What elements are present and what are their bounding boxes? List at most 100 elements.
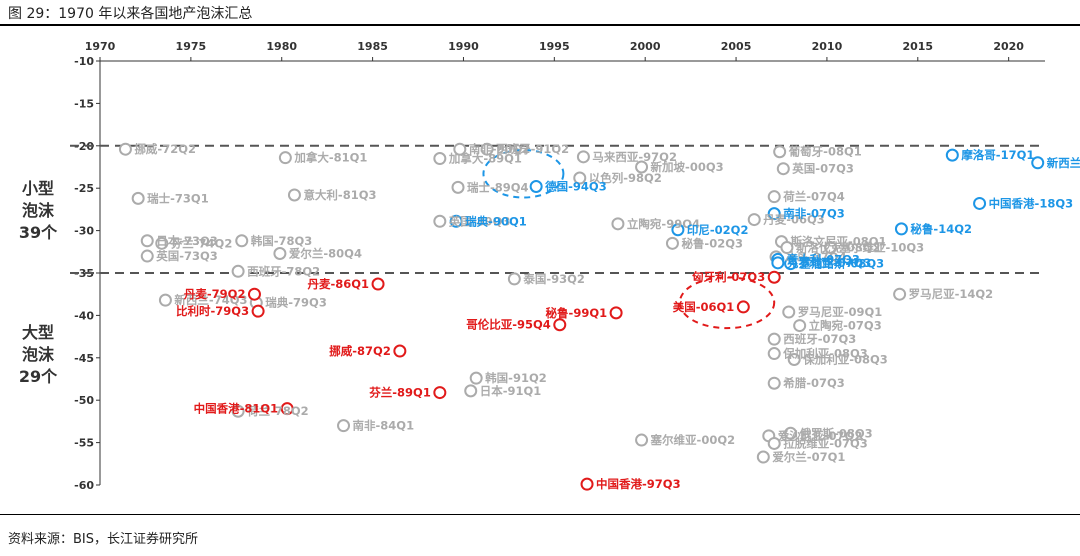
data-point: [736, 300, 750, 314]
data-label: 芬兰-74Q2: [170, 236, 233, 250]
data-point: [433, 152, 447, 166]
data-label: 葡萄牙-08Q1: [788, 145, 862, 159]
data-label: 比利时-79Q3: [176, 304, 249, 318]
data-point: [580, 477, 594, 491]
data-point: [451, 180, 465, 194]
y-tick-label: -15: [74, 97, 94, 110]
data-label: 爱尔兰-80Q4: [289, 246, 362, 260]
data-label: 加拿大-89Q1: [448, 152, 522, 166]
data-label: 瑞士-73Q1: [147, 191, 209, 205]
large-bubble-line-1: 大型: [21, 323, 54, 342]
data-label: 韩国-78Q3: [251, 234, 313, 248]
data-point: [635, 433, 649, 447]
data-label: 荷兰-07Q4: [782, 190, 845, 204]
data-label: 摩洛哥-17Q1: [961, 148, 1034, 162]
data-point: [155, 236, 169, 250]
data-point: [287, 188, 301, 202]
data-label: 英国-73Q3: [155, 249, 218, 263]
y-tick-label: -25: [74, 182, 94, 195]
data-point: [158, 293, 172, 307]
data-point: [771, 256, 785, 270]
data-label: 罗马尼亚-09Q1: [798, 305, 883, 319]
x-tick-label: 1980: [266, 40, 297, 53]
data-label: 日本-73Q3: [156, 234, 218, 248]
y-tick-label: -35: [74, 267, 94, 280]
data-label: 西班牙-78Q2: [247, 264, 320, 278]
data-label: 爱尔兰-07Q1: [772, 450, 845, 464]
data-label: 南非-84Q1: [353, 419, 415, 433]
data-label: 中国香港-81Q1: [194, 402, 279, 416]
data-label: 新西兰-21Q4: [1047, 156, 1080, 170]
data-point: [609, 306, 623, 320]
data-point: [371, 277, 385, 291]
data-point: [767, 436, 781, 450]
data-label: 冰岛-07Q4: [785, 250, 847, 264]
small-bubble-line-3: 39个: [18, 223, 58, 242]
data-label: 丹麦-86Q1: [307, 277, 369, 291]
data-point: [573, 171, 587, 185]
data-point: [973, 196, 987, 210]
point-layer: [118, 142, 1045, 491]
data-label: 加拿大-81Q1: [293, 151, 367, 165]
scatter-chart: 1970 1975 1980 1985 1990 1995 2000 2005 2010 2015…: [70, 40, 1080, 492]
data-label: 意大利-07Q3: [787, 252, 860, 266]
data-label: 韩国-91Q2: [485, 371, 547, 385]
data-point: [767, 347, 781, 361]
data-point: [780, 241, 794, 255]
data-label: 西班牙-91Q2: [496, 142, 569, 156]
data-point: [480, 142, 494, 156]
data-label: 克罗地亚-07Q3: [786, 256, 872, 270]
data-point: [433, 214, 447, 228]
data-point: [671, 223, 685, 237]
x-tick-label: 1970: [85, 40, 116, 53]
x-tick-label: 2015: [902, 40, 933, 53]
data-label: 瑞士-89Q4: [467, 180, 529, 194]
data-point: [576, 150, 590, 164]
data-label: 塞浦路斯-08Q3: [800, 257, 885, 271]
data-label: 立陶宛-07Q3: [809, 319, 882, 333]
data-point: [611, 217, 625, 231]
data-label: 南非-07Q3: [783, 207, 845, 221]
data-label: 秘鲁-14Q2: [910, 222, 972, 236]
data-point: [280, 402, 294, 416]
data-point: [433, 386, 447, 400]
highlight-ellipse: [482, 149, 565, 199]
data-point: [945, 148, 959, 162]
data-point: [793, 319, 807, 333]
data-label: 瑞典-79Q3: [265, 296, 327, 310]
data-point: [251, 304, 265, 318]
large-bubble-line-3: 29个: [18, 367, 58, 386]
data-label: 哥伦比亚-95Q4: [466, 318, 551, 332]
data-point: [894, 222, 908, 236]
data-point: [767, 270, 781, 284]
data-label: 保加利亚-08Q3: [802, 352, 888, 366]
data-point: [529, 180, 543, 194]
small-bubble-label: 小型 泡沫 39个: [8, 178, 68, 244]
y-tick-label: -60: [74, 479, 94, 492]
data-label: 荷兰-78Q2: [246, 404, 309, 418]
data-point: [784, 257, 798, 271]
data-label: 保加利亚-08Q3: [782, 347, 868, 361]
data-point: [1031, 156, 1045, 170]
large-bubble-line-2: 泡沫: [21, 345, 54, 364]
footer-rule: [0, 514, 1080, 515]
data-label: 俄罗斯-08Q3: [799, 426, 873, 440]
data-point: [140, 249, 154, 263]
data-label: 日本-91Q1: [480, 384, 542, 398]
data-label: 匈牙利-07Q3: [691, 270, 765, 284]
data-label: 西班牙-07Q3: [783, 332, 856, 346]
data-label: 中国香港-97Q3: [596, 477, 681, 491]
x-tick-label: 1985: [357, 40, 388, 53]
data-point: [756, 450, 770, 464]
data-point: [507, 272, 521, 286]
data-label: 新加坡-00Q3: [651, 160, 724, 174]
data-point: [231, 264, 245, 278]
small-bubble-line-1: 小型: [21, 179, 54, 198]
data-label: 以色列-98Q2: [589, 171, 662, 185]
data-point: [449, 214, 463, 228]
data-label: 瑞典-90Q1: [465, 214, 527, 228]
data-point: [747, 213, 761, 227]
y-tick-label: -10: [74, 55, 94, 68]
data-label: 秘鲁-02Q3: [681, 236, 743, 250]
data-label: 德国-94Q3: [544, 180, 607, 194]
